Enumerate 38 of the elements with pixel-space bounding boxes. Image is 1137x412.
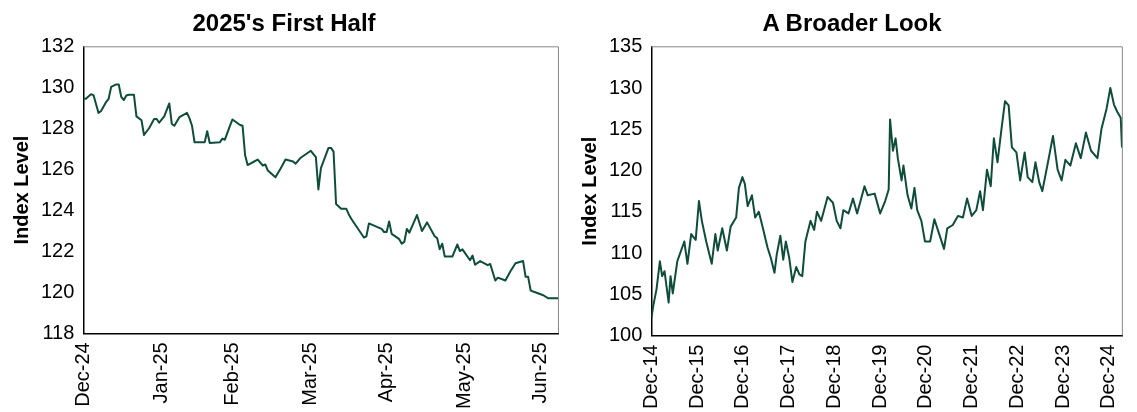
y-tick-label: 100 — [608, 323, 643, 346]
x-tick-label: Dec-19 — [867, 344, 890, 410]
y-axis-title: Index Level — [577, 136, 600, 246]
x-tick-label: Dec-16 — [730, 344, 753, 410]
x-tick-label: Jun-25 — [528, 342, 551, 404]
y-tick-label: 110 — [610, 240, 643, 263]
y-tick-label: 126 — [40, 157, 75, 180]
y-tick-label: 105 — [608, 281, 643, 304]
y-axis-title: Index Level — [9, 135, 32, 245]
y-tick-label: 130 — [608, 75, 643, 98]
y-tick-label: 128 — [40, 116, 75, 139]
x-tick-label: Dec-18 — [821, 344, 844, 410]
y-tick-label: 132 — [40, 34, 75, 57]
x-tick-label: Feb-25 — [219, 342, 242, 406]
x-tick-label: Mar-25 — [298, 342, 321, 406]
y-tick-label: 120 — [608, 158, 643, 181]
x-tick-label: Dec-17 — [776, 344, 799, 410]
x-tick-label: Dec-22 — [1004, 344, 1027, 410]
x-tick-label: Dec-20 — [913, 344, 936, 410]
x-tick-label: Apr-25 — [374, 342, 397, 403]
x-tick-label: May-25 — [452, 342, 475, 410]
y-tick-label: 122 — [40, 238, 75, 261]
y-tick-label: 124 — [40, 198, 75, 221]
x-tick-label: Dec-24 — [1096, 344, 1119, 410]
x-tick-label: Dec-14 — [638, 344, 661, 410]
chart-title: A Broader Look — [762, 9, 943, 37]
y-tick-label: 130 — [40, 75, 75, 98]
x-tick-label: Dec-24 — [70, 342, 93, 407]
y-tick-label: 120 — [40, 279, 75, 302]
y-tick-label: 118 — [42, 320, 75, 343]
x-tick-label: Dec-23 — [1050, 344, 1073, 410]
chart-title: 2025's First Half — [192, 9, 377, 37]
x-tick-label: Dec-15 — [684, 344, 707, 410]
y-tick-label: 125 — [608, 116, 643, 139]
y-tick-label: 135 — [608, 34, 643, 57]
x-tick-label: Dec-21 — [959, 344, 982, 410]
x-tick-label: Jan-25 — [149, 342, 172, 404]
y-tick-label: 115 — [610, 199, 643, 222]
